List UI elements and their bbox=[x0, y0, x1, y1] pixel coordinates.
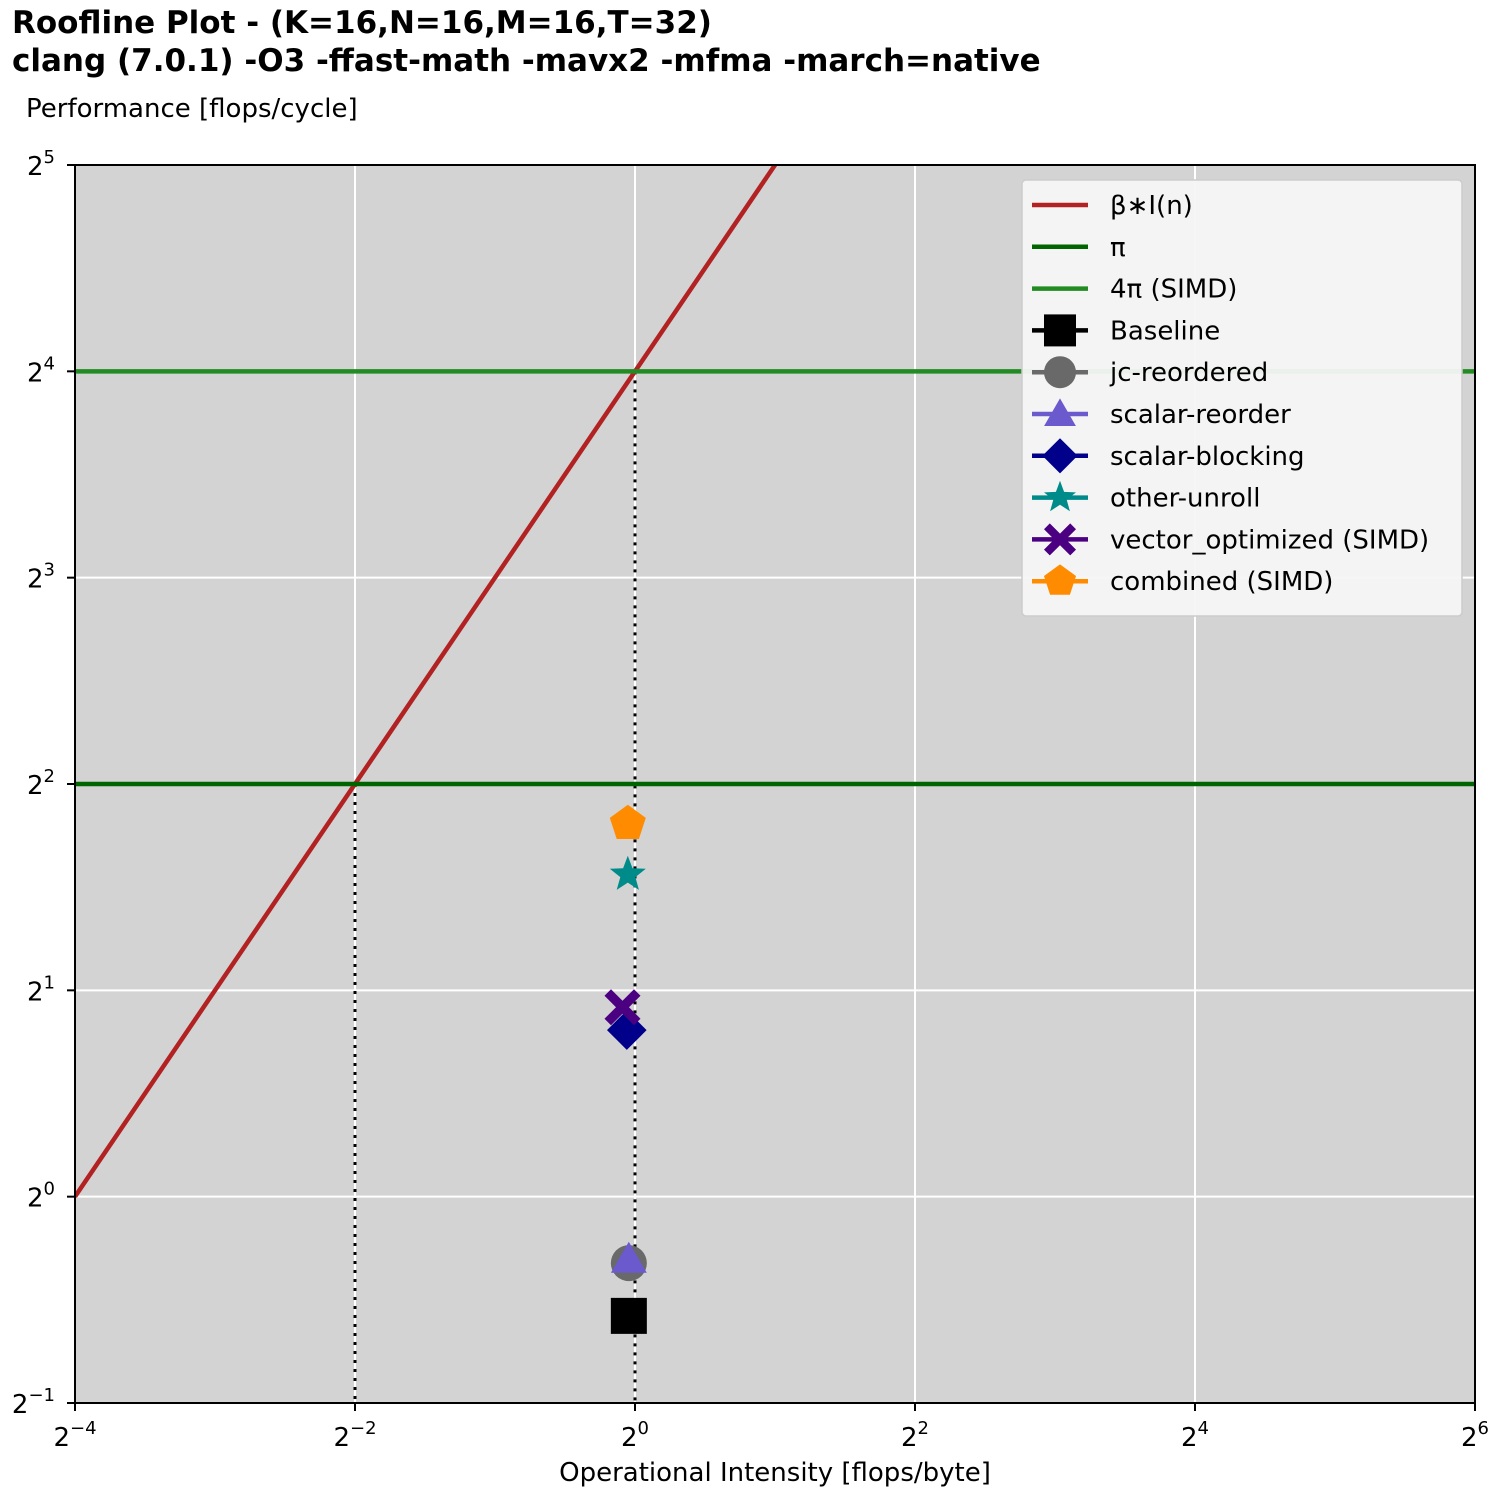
x-tick-label: 22 bbox=[901, 1418, 929, 1453]
y-tick-label: 20 bbox=[27, 1179, 55, 1214]
point-vector-optimized-simd bbox=[604, 989, 641, 1026]
legend-label-scalar-blocking: scalar-blocking bbox=[1110, 442, 1305, 472]
x-tick-label: 2−2 bbox=[333, 1418, 376, 1453]
point-other-unroll bbox=[609, 855, 646, 890]
y-tick-label: 24 bbox=[27, 353, 55, 388]
x-tick-label: 24 bbox=[1181, 1418, 1209, 1453]
data-points bbox=[604, 804, 647, 1334]
chart-title: Roofline Plot - (K=16,N=16,M=16,T=32) cl… bbox=[12, 4, 1041, 80]
chart-title-line-1: Roofline Plot - (K=16,N=16,M=16,T=32) bbox=[12, 5, 712, 41]
legend-label-other-unroll: other-unroll bbox=[1110, 484, 1260, 514]
legend-marker-other-unroll bbox=[1044, 480, 1076, 512]
legend-label-4-simd: 4π (SIMD) bbox=[1110, 275, 1237, 305]
y-tick-label: 23 bbox=[27, 560, 55, 595]
legend-label-: π bbox=[1110, 233, 1126, 263]
x-tick-label: 26 bbox=[1461, 1418, 1489, 1453]
legend-box bbox=[1021, 179, 1463, 617]
x-tick-label: 20 bbox=[621, 1418, 649, 1453]
legend-label-jc-reordered: jc-reordered bbox=[1109, 358, 1268, 388]
legend: β∗I(n) π 4π (SIMD) Baseline jc-reordered scal… bbox=[1021, 179, 1463, 617]
legend-marker-baseline bbox=[1044, 314, 1076, 347]
legend-marker-scalar-blocking bbox=[1042, 438, 1078, 474]
chart-title-line-2: clang (7.0.1) -O3 -ffast-math -mavx2 -mf… bbox=[12, 43, 1041, 79]
y-tick-label: 22 bbox=[27, 766, 55, 801]
point-combined-simd bbox=[609, 804, 646, 839]
legend-label-scalar-reorder: scalar-reorder bbox=[1110, 400, 1291, 430]
y-tick-label: 2−1 bbox=[12, 1385, 55, 1420]
bandwidth-line bbox=[75, 165, 778, 1198]
legend-label-baseline: Baseline bbox=[1110, 316, 1220, 346]
point-baseline bbox=[610, 1297, 647, 1334]
legend-marker-scalar-reorder bbox=[1044, 398, 1076, 426]
legend-label-vector-optimized-simd: vector_optimized (SIMD) bbox=[1110, 525, 1429, 555]
x-tick-label: 2−4 bbox=[53, 1418, 96, 1453]
legend-marker-jc-reordered bbox=[1044, 356, 1076, 389]
y-tick-label: 21 bbox=[27, 972, 55, 1007]
y-tick-label: 25 bbox=[27, 147, 55, 182]
legend-label-combined-simd: combined (SIMD) bbox=[1110, 567, 1333, 597]
axis-ticks: 2−4 2−2 20 22 24 26 2−1 20 21 22 23 24 25 bbox=[12, 147, 1489, 1453]
point-scalar-reorder bbox=[610, 1241, 647, 1273]
y-axis-label: Performance [flops/cycle] bbox=[26, 94, 358, 124]
legend-marker-combined-simd bbox=[1044, 564, 1076, 595]
legend-label-i-n: β∗I(n) bbox=[1110, 191, 1193, 221]
legend-marker-vector-optimized-simd bbox=[1044, 523, 1076, 556]
x-axis-label: Operational Intensity [flops/byte] bbox=[559, 1458, 991, 1488]
